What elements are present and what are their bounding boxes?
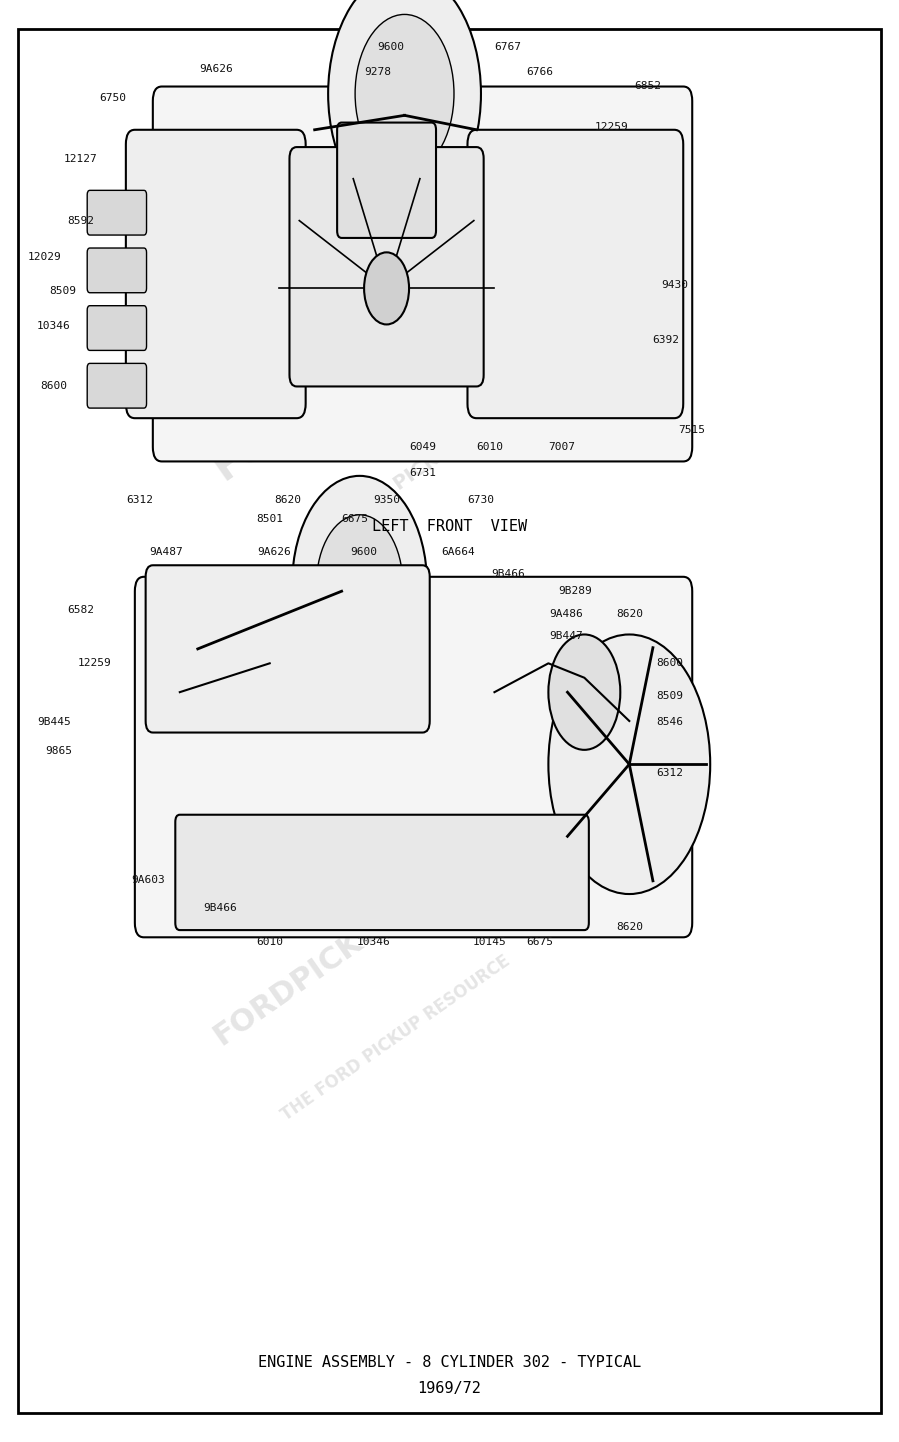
Text: 6675: 6675 <box>526 936 553 946</box>
Text: 8600: 8600 <box>40 381 67 391</box>
Text: THE FORD PICKUP RESOURCE: THE FORD PICKUP RESOURCE <box>294 362 569 561</box>
Circle shape <box>364 252 409 324</box>
Text: 6766: 6766 <box>526 66 553 76</box>
Circle shape <box>355 14 454 173</box>
Text: 10145: 10145 <box>473 936 507 946</box>
Text: ENGINE ASSEMBLY - 8 CYLINDER 302 - TYPICAL: ENGINE ASSEMBLY - 8 CYLINDER 302 - TYPIC… <box>258 1355 641 1370</box>
Text: 8509: 8509 <box>656 691 683 701</box>
Circle shape <box>316 515 403 653</box>
Text: 6582: 6582 <box>67 604 94 614</box>
Text: 9600: 9600 <box>378 42 405 52</box>
FancyBboxPatch shape <box>146 565 430 733</box>
Text: 6312: 6312 <box>656 767 683 777</box>
Text: 6767: 6767 <box>494 42 521 52</box>
Text: 7007: 7007 <box>548 441 575 451</box>
Text: 8600: 8600 <box>656 658 683 668</box>
Text: 9B466: 9B466 <box>203 903 237 913</box>
Text: 9350: 9350 <box>373 495 400 505</box>
FancyBboxPatch shape <box>126 130 306 418</box>
FancyBboxPatch shape <box>87 190 147 235</box>
Circle shape <box>292 476 427 692</box>
Text: 9A626: 9A626 <box>199 63 233 74</box>
Text: 6750: 6750 <box>99 92 126 102</box>
Text: 8620: 8620 <box>274 495 301 505</box>
FancyBboxPatch shape <box>87 306 147 350</box>
Text: 6730: 6730 <box>467 495 494 505</box>
FancyBboxPatch shape <box>135 577 692 937</box>
FancyBboxPatch shape <box>153 87 692 461</box>
Text: 9865: 9865 <box>45 746 72 756</box>
Text: FORDPICKUP.COM: FORDPICKUP.COM <box>208 852 476 1051</box>
Text: 7515: 7515 <box>679 424 706 434</box>
Text: 6731: 6731 <box>409 467 436 477</box>
Text: 9B289: 9B289 <box>558 585 592 596</box>
Text: 12029: 12029 <box>28 251 62 261</box>
Text: 12259: 12259 <box>594 121 628 131</box>
FancyBboxPatch shape <box>467 130 683 418</box>
Text: 8620: 8620 <box>616 609 643 619</box>
Text: 8509: 8509 <box>49 286 76 296</box>
Text: 9B445: 9B445 <box>37 717 71 727</box>
Text: 10346: 10346 <box>37 320 71 330</box>
Text: 8620: 8620 <box>616 921 643 932</box>
FancyBboxPatch shape <box>87 363 147 408</box>
Text: 8501: 8501 <box>256 513 283 523</box>
Text: 6312: 6312 <box>126 495 153 505</box>
Text: 9600: 9600 <box>351 547 378 557</box>
FancyBboxPatch shape <box>87 248 147 293</box>
Text: THE FORD PICKUP RESOURCE: THE FORD PICKUP RESOURCE <box>278 952 513 1125</box>
FancyBboxPatch shape <box>337 123 436 238</box>
Text: 6A664: 6A664 <box>441 547 476 557</box>
Text: LEFT  FRONT  VIEW: LEFT FRONT VIEW <box>372 519 527 534</box>
Text: 9430: 9430 <box>661 280 688 290</box>
Text: 9278: 9278 <box>364 66 391 76</box>
Text: 6049: 6049 <box>409 441 436 451</box>
Text: 8592: 8592 <box>67 215 94 225</box>
Text: 12259: 12259 <box>77 658 111 668</box>
Text: 9B447: 9B447 <box>549 630 583 640</box>
Circle shape <box>328 0 481 216</box>
Text: 6675: 6675 <box>342 513 369 523</box>
Text: 9A487: 9A487 <box>149 547 183 557</box>
FancyBboxPatch shape <box>175 815 589 930</box>
Text: 6392: 6392 <box>652 335 679 345</box>
Text: 1969/72: 1969/72 <box>417 1381 482 1396</box>
Text: 6010: 6010 <box>476 441 503 451</box>
Text: 10346: 10346 <box>356 936 390 946</box>
Circle shape <box>548 634 620 750</box>
Text: 9A626: 9A626 <box>257 547 291 557</box>
Text: FORDPICKUP.COM: FORDPICKUP.COM <box>207 232 548 489</box>
Text: 9A486: 9A486 <box>549 609 583 619</box>
Circle shape <box>548 634 710 894</box>
Text: 8546: 8546 <box>656 717 683 727</box>
Text: 6852: 6852 <box>634 81 661 91</box>
Text: 9B466: 9B466 <box>491 568 525 578</box>
Text: 9A603: 9A603 <box>131 874 165 884</box>
Text: 12127: 12127 <box>64 153 98 163</box>
Text: 6010: 6010 <box>256 936 283 946</box>
FancyBboxPatch shape <box>289 147 484 386</box>
